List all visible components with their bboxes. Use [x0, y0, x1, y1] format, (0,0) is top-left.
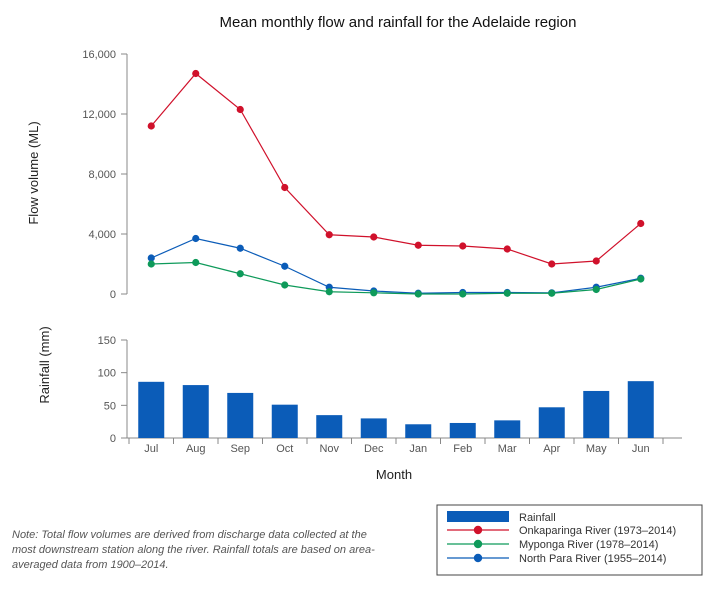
flow-ytick-label: 12,000 [82, 109, 116, 121]
x-tick-label: Oct [276, 443, 293, 455]
x-tick-label: Nov [319, 443, 339, 455]
series-point [503, 289, 511, 297]
series-point [281, 281, 289, 289]
x-tick-label: Jul [144, 443, 158, 455]
rainfall-bar [271, 404, 298, 438]
footnote: Note: Total flow volumes are derived fro… [12, 529, 375, 571]
legend-marker [473, 539, 483, 549]
legend-marker [473, 525, 483, 535]
series-point [281, 262, 289, 270]
x-tick-label: Feb [453, 443, 472, 455]
series-line [151, 237, 641, 294]
series-point [548, 260, 556, 268]
rainfall-bar [182, 385, 209, 438]
series-point [548, 289, 556, 297]
x-tick-label: May [586, 443, 607, 455]
series-point [637, 219, 645, 228]
series-point [281, 183, 289, 192]
series-line [151, 261, 641, 295]
rainfall-bar [538, 407, 565, 438]
series-point [192, 234, 200, 243]
series-point [459, 290, 467, 298]
rain-ylabel: Rainfall (mm) [37, 326, 52, 403]
flow-ylabel: Flow volume (ML) [26, 121, 41, 224]
series-point [370, 233, 378, 241]
rainfall-bar [138, 381, 165, 438]
flow-ytick-label: 16,000 [82, 49, 116, 61]
legend-series-label: Onkaparinga River (1973–2014) [519, 525, 676, 537]
rain-ytick-label: 150 [98, 335, 116, 347]
rain-ytick-label: 0 [110, 433, 116, 445]
legend-marker [473, 553, 483, 563]
series-point [370, 289, 378, 297]
flow-ytick-label: 4,000 [88, 229, 116, 241]
rain-ytick-label: 50 [104, 400, 116, 412]
series-point [147, 254, 155, 262]
series-point [236, 244, 244, 252]
series-line [150, 72, 642, 265]
x-tick-label: Mar [498, 443, 517, 455]
rainfall-bar [449, 422, 476, 438]
series-point [592, 257, 600, 265]
legend-series-label: North Para River (1955–2014) [519, 553, 666, 565]
series-point [325, 288, 333, 296]
rainfall-bar [227, 392, 254, 438]
series-point [192, 69, 200, 78]
series-point [459, 242, 467, 250]
legend-rainfall-swatch [447, 511, 509, 522]
chart-title: Mean monthly flow and rainfall for the A… [220, 14, 577, 31]
x-tick-label: Dec [364, 443, 384, 455]
legend-rainfall-label: Rainfall [519, 512, 556, 524]
x-tick-label: Jun [632, 443, 650, 455]
x-tick-label: Sep [230, 443, 250, 455]
series-point [192, 258, 200, 267]
series-point [637, 275, 645, 283]
legend: Rainfall Onkaparinga River (1973–2014) My… [436, 504, 703, 576]
x-tick-label: Aug [186, 443, 206, 455]
series-point [592, 285, 600, 294]
rainfall-bar [405, 424, 432, 438]
series-point [325, 231, 333, 239]
rainfall-bar [494, 420, 521, 438]
rain-ytick-label: 100 [98, 368, 116, 380]
series-point [414, 241, 422, 249]
series-point [236, 105, 244, 114]
flow-ytick-label: 8,000 [88, 169, 116, 181]
xlabel: Month [376, 467, 412, 482]
rainfall-bar [583, 390, 610, 438]
series-point [414, 290, 422, 298]
legend-series-label: Myponga River (1978–2014) [519, 539, 658, 551]
rainfall-bar [316, 415, 343, 438]
series-point [236, 270, 244, 278]
series-point [147, 260, 155, 268]
rainfall-bar [360, 418, 387, 438]
series-point [503, 245, 511, 253]
flow-ytick-label: 0 [110, 289, 116, 301]
x-tick-label: Jan [409, 443, 427, 455]
x-tick-label: Apr [543, 443, 560, 455]
rainfall-bar [627, 381, 654, 438]
series-point [147, 122, 155, 130]
